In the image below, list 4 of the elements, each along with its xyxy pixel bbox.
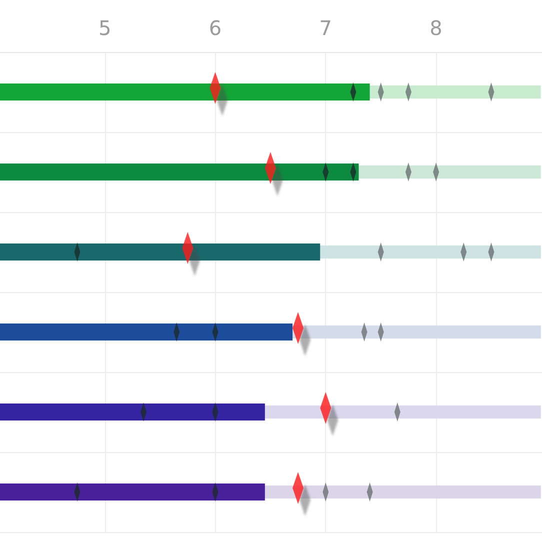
x-tick-label: 7 [319,16,332,40]
x-tick-label: 5 [98,16,112,40]
x-tick-label: 8 [430,16,442,40]
x-tick-label: 6 [208,16,222,40]
